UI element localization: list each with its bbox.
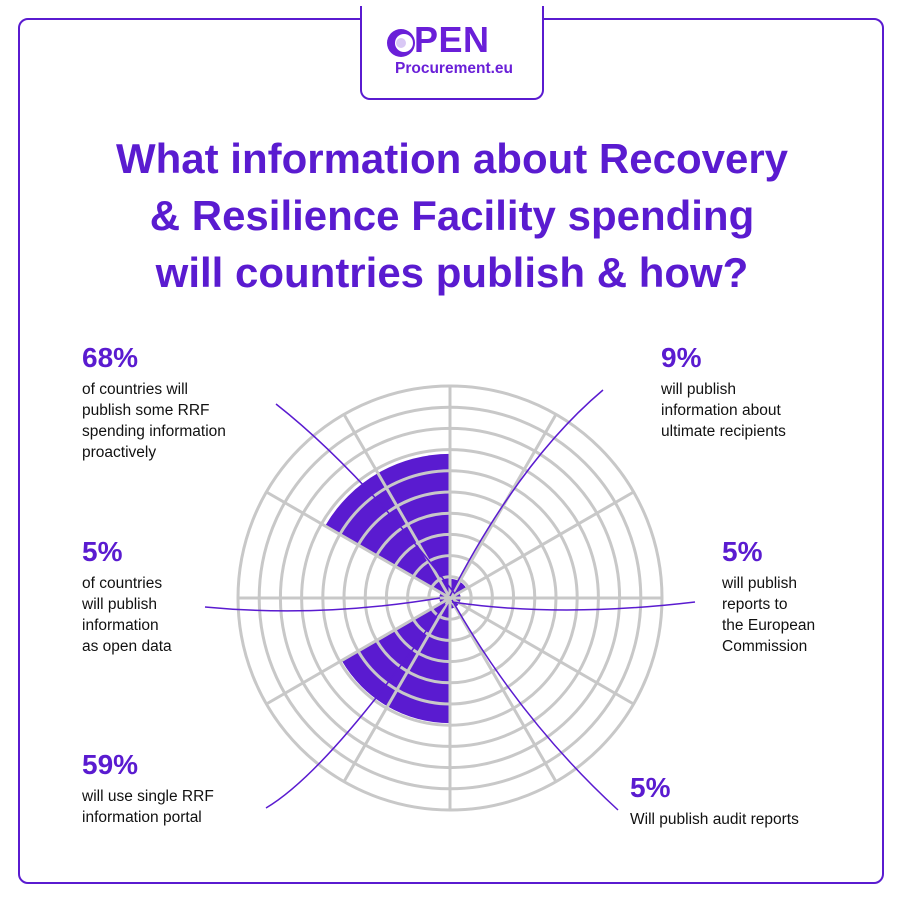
grid-spoke-5: [448, 597, 558, 783]
grid-spoke-8: [265, 596, 451, 706]
grid-spoke-4: [449, 596, 635, 706]
connector-line-3: [449, 389, 604, 597]
stat-commission-label: will publish reports to the European Com…: [722, 575, 816, 655]
grid-spoke-10: [265, 490, 451, 600]
wedge-0: [325, 453, 450, 598]
stat-proactive: 68% of countries will publish some RRF s…: [82, 343, 312, 463]
stat-recipients-label: will publish information about ultimate …: [661, 381, 786, 440]
page-title: What information about Recovery & Resili…: [40, 130, 864, 301]
title-line-3: will countries publish & how?: [155, 249, 749, 296]
stat-open-data: 5% of countries will publish information…: [82, 537, 282, 657]
logo-tab: [360, 6, 544, 100]
stat-audit-label: Will publish audit reports: [630, 811, 799, 828]
stat-portal-label: will use single RRF information portal: [82, 788, 214, 826]
stat-audit: 5% Will publish audit reports: [630, 773, 870, 830]
title-line-2: & Resilience Facility spending: [149, 192, 755, 239]
stat-open-data-value: 5%: [82, 536, 123, 567]
stat-commission: 5% will publish reports to the European …: [722, 537, 872, 657]
connector-line-5: [451, 599, 619, 811]
title-line-1: What information about Recovery: [115, 135, 789, 182]
connector-line-2: [265, 603, 446, 809]
logo-o-icon: [387, 29, 415, 57]
stat-audit-value: 5%: [630, 772, 671, 803]
stat-open-data-label: of countries will publish information as…: [82, 575, 172, 655]
stat-proactive-value: 68%: [82, 342, 139, 373]
logo-wordmark: PEN: [414, 19, 490, 60]
connector-line-4: [451, 601, 696, 611]
grid-spoke-7: [342, 597, 452, 783]
grid-spoke-2: [449, 490, 635, 600]
connector-line-0: [275, 403, 456, 595]
stat-commission-value: 5%: [722, 536, 763, 567]
grid-spoke-11: [342, 413, 452, 599]
connector-line-1: [204, 597, 441, 612]
stat-recipients: 9% will publish information about ultima…: [661, 343, 861, 442]
stat-portal-value: 59%: [82, 749, 139, 780]
logo-subtitle: Procurement.eu: [395, 60, 514, 77]
stat-portal: 59% will use single RRF information port…: [82, 750, 302, 828]
stat-recipients-value: 9%: [661, 342, 702, 373]
stat-proactive-label: of countries will publish some RRF spend…: [82, 381, 226, 461]
